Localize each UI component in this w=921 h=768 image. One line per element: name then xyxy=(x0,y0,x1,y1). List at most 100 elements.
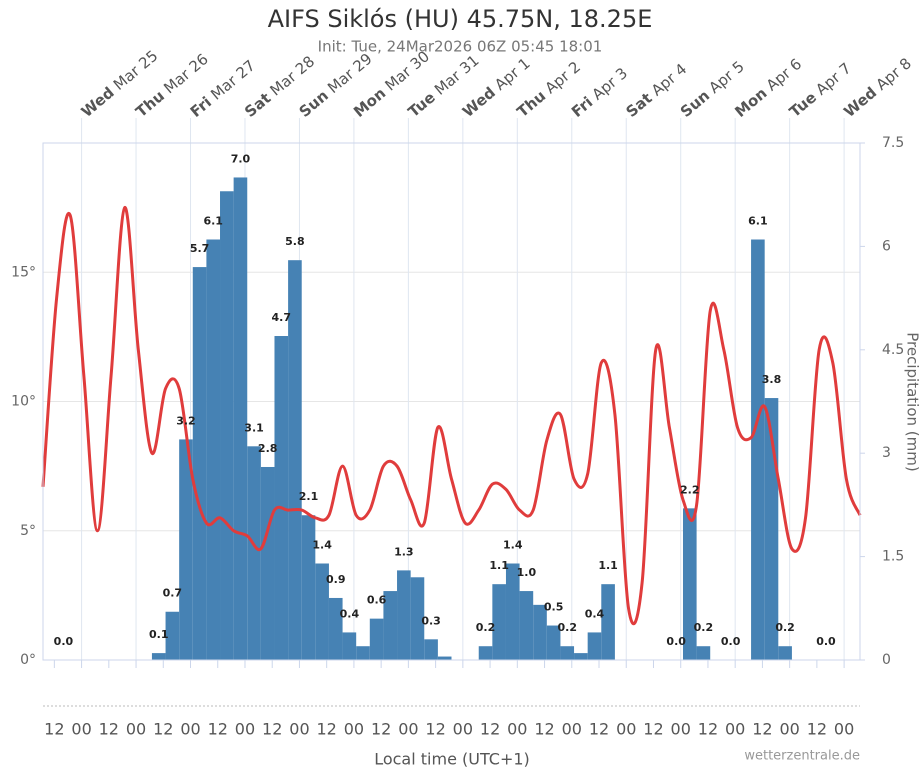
data-label: 4.7 xyxy=(272,311,292,324)
x-tick-label: 12 xyxy=(99,720,119,739)
data-label: 0.4 xyxy=(585,607,605,620)
x-tick-label: 12 xyxy=(44,720,64,739)
precip-bar xyxy=(301,515,316,660)
data-label: 0.2 xyxy=(557,621,577,634)
x-tick-label: 00 xyxy=(616,720,636,739)
precip-bar xyxy=(397,570,411,660)
precip-bar xyxy=(247,446,261,660)
data-label: 1.4 xyxy=(503,538,523,551)
precip-bar xyxy=(682,508,697,660)
data-label: 0.2 xyxy=(694,621,714,634)
y-tick-label: 5° xyxy=(20,523,36,539)
y2-tick-label: 0 xyxy=(882,652,891,668)
precip-bar xyxy=(751,239,765,661)
data-label: 0.2 xyxy=(775,621,795,634)
precip-bar xyxy=(356,646,370,660)
x-tick-label: 12 xyxy=(752,720,772,739)
precip-bar xyxy=(206,239,221,661)
data-label: 0.1 xyxy=(149,628,169,641)
data-label: 0.3 xyxy=(421,614,441,627)
x-tick-label: 12 xyxy=(153,720,173,739)
precip-bar xyxy=(478,646,493,660)
x-tick-label: 12 xyxy=(643,720,663,739)
y2-tick-label: 1.5 xyxy=(882,549,904,565)
x-tick-label: 12 xyxy=(208,720,228,739)
data-label: 1.1 xyxy=(489,559,509,572)
x-tick-label: 12 xyxy=(480,720,500,739)
x-tick-label: 00 xyxy=(71,720,91,739)
data-label: 0.7 xyxy=(163,587,183,600)
x-tick-label: 00 xyxy=(289,720,309,739)
precip-bar xyxy=(492,584,506,660)
data-label: 6.1 xyxy=(748,215,768,228)
data-label: 0.0 xyxy=(816,635,836,648)
x-tick-label: 00 xyxy=(562,720,582,739)
precip-bar xyxy=(220,191,234,660)
data-label: 2.8 xyxy=(258,442,278,455)
data-label: 0.5 xyxy=(544,601,564,614)
y-tick-label: 0° xyxy=(20,652,36,668)
precip-bar xyxy=(179,439,193,660)
x-tick-label: 00 xyxy=(235,720,255,739)
precip-bar xyxy=(288,260,302,660)
precip-bar xyxy=(315,563,329,660)
data-label: 1.1 xyxy=(598,559,618,572)
x-axis-title: Local time (UTC+1) xyxy=(374,750,530,768)
chart-subtitle: Init: Tue, 24Mar2026 06Z 05:45 18:01 xyxy=(318,38,603,56)
data-label: 0.0 xyxy=(54,635,74,648)
y2-axis-title: Precipitation (mm) xyxy=(904,332,921,471)
x-tick-label: 00 xyxy=(671,720,691,739)
precip-bar xyxy=(260,466,275,660)
y-tick-label: 10° xyxy=(11,394,36,410)
precip-bar xyxy=(601,584,615,660)
precip-bar xyxy=(192,267,207,660)
precip-bar xyxy=(519,591,534,660)
x-tick-label: 00 xyxy=(779,720,799,739)
precip-bar xyxy=(574,653,588,660)
x-tick-label: 12 xyxy=(807,720,827,739)
x-tick-label: 00 xyxy=(453,720,473,739)
x-tick-label: 00 xyxy=(725,720,745,739)
y2-tick-label: 3 xyxy=(882,445,891,461)
precip-bar xyxy=(696,646,711,660)
precip-bar xyxy=(778,646,792,660)
y2-tick-label: 7.5 xyxy=(882,135,904,151)
precip-bar xyxy=(328,597,343,660)
data-label: 3.1 xyxy=(244,421,264,434)
precip-bar xyxy=(383,591,398,660)
precip-bar xyxy=(369,618,384,660)
x-tick-label: 00 xyxy=(344,720,364,739)
data-label: 7.0 xyxy=(231,152,251,165)
precip-bar xyxy=(424,639,438,660)
data-label: 1.0 xyxy=(517,566,537,579)
x-tick-label: 00 xyxy=(507,720,527,739)
data-label: 2.2 xyxy=(680,483,700,496)
y2-tick-label: 6 xyxy=(882,238,891,254)
precip-bar xyxy=(505,563,520,660)
precip-bar xyxy=(151,653,166,660)
precip-bar xyxy=(410,577,425,660)
data-label: 0.4 xyxy=(340,607,360,620)
x-tick-label: 00 xyxy=(834,720,854,739)
data-label: 0.2 xyxy=(476,621,496,634)
data-label: 2.1 xyxy=(299,490,319,503)
data-label: 3.8 xyxy=(762,373,782,386)
x-tick-label: 00 xyxy=(180,720,200,739)
precip-bar xyxy=(165,611,180,660)
y2-tick-label: 4.5 xyxy=(882,342,904,358)
data-label: 0.6 xyxy=(367,594,387,607)
data-label: 1.4 xyxy=(312,538,332,551)
data-label: 5.8 xyxy=(285,235,305,248)
data-label: 0.9 xyxy=(326,573,346,586)
precip-bar xyxy=(342,632,357,660)
x-tick-label: 00 xyxy=(126,720,146,739)
plot-border xyxy=(42,142,861,661)
x-tick-label: 12 xyxy=(698,720,718,739)
data-label: 6.1 xyxy=(203,215,223,228)
x-tick-label: 12 xyxy=(425,720,445,739)
precip-bar xyxy=(546,625,561,660)
x-tick-label: 12 xyxy=(589,720,609,739)
data-label: 0.0 xyxy=(721,635,741,648)
data-label: 1.3 xyxy=(394,545,414,558)
